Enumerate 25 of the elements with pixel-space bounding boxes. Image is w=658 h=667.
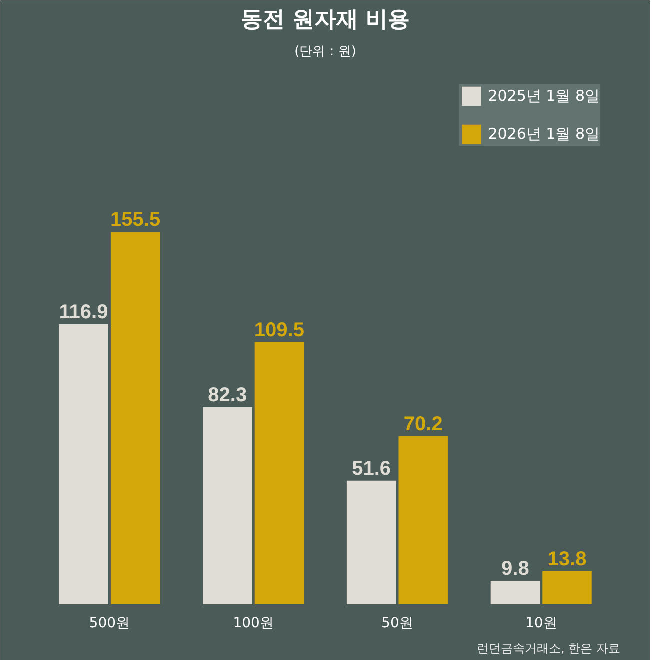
- data-label: 155.5: [110, 209, 161, 232]
- x-tick-label: 50원: [382, 616, 414, 632]
- chart-title: 동전 원자재 비용: [240, 8, 410, 32]
- bar: [398, 436, 448, 604]
- legend-label: 2025년 1월 8일: [488, 86, 600, 106]
- bar: [254, 342, 304, 604]
- data-label: 116.9: [59, 302, 108, 324]
- data-label: 13.8: [548, 548, 587, 570]
- bar: [490, 581, 540, 604]
- bar: [542, 571, 592, 604]
- x-tick-label: 100원: [233, 616, 274, 632]
- bar: [203, 407, 252, 604]
- chart-subtitle: (단위 : 원): [294, 44, 356, 60]
- data-label: 70.2: [404, 413, 443, 436]
- legend-label: 2026년 1월 8일: [488, 124, 600, 144]
- text: 런던금속거래소, 한은 자료: [477, 642, 621, 656]
- data-label: 9.8: [502, 558, 530, 580]
- bar: [59, 324, 108, 604]
- x-tick-label: 10원: [525, 616, 558, 632]
- data-label: 82.3: [208, 384, 248, 406]
- x-tick-label: 500원: [89, 616, 130, 632]
- data-label: 51.6: [352, 458, 392, 480]
- data-label: 109.5: [254, 319, 304, 342]
- bar: [346, 480, 396, 604]
- bar: [110, 232, 160, 604]
